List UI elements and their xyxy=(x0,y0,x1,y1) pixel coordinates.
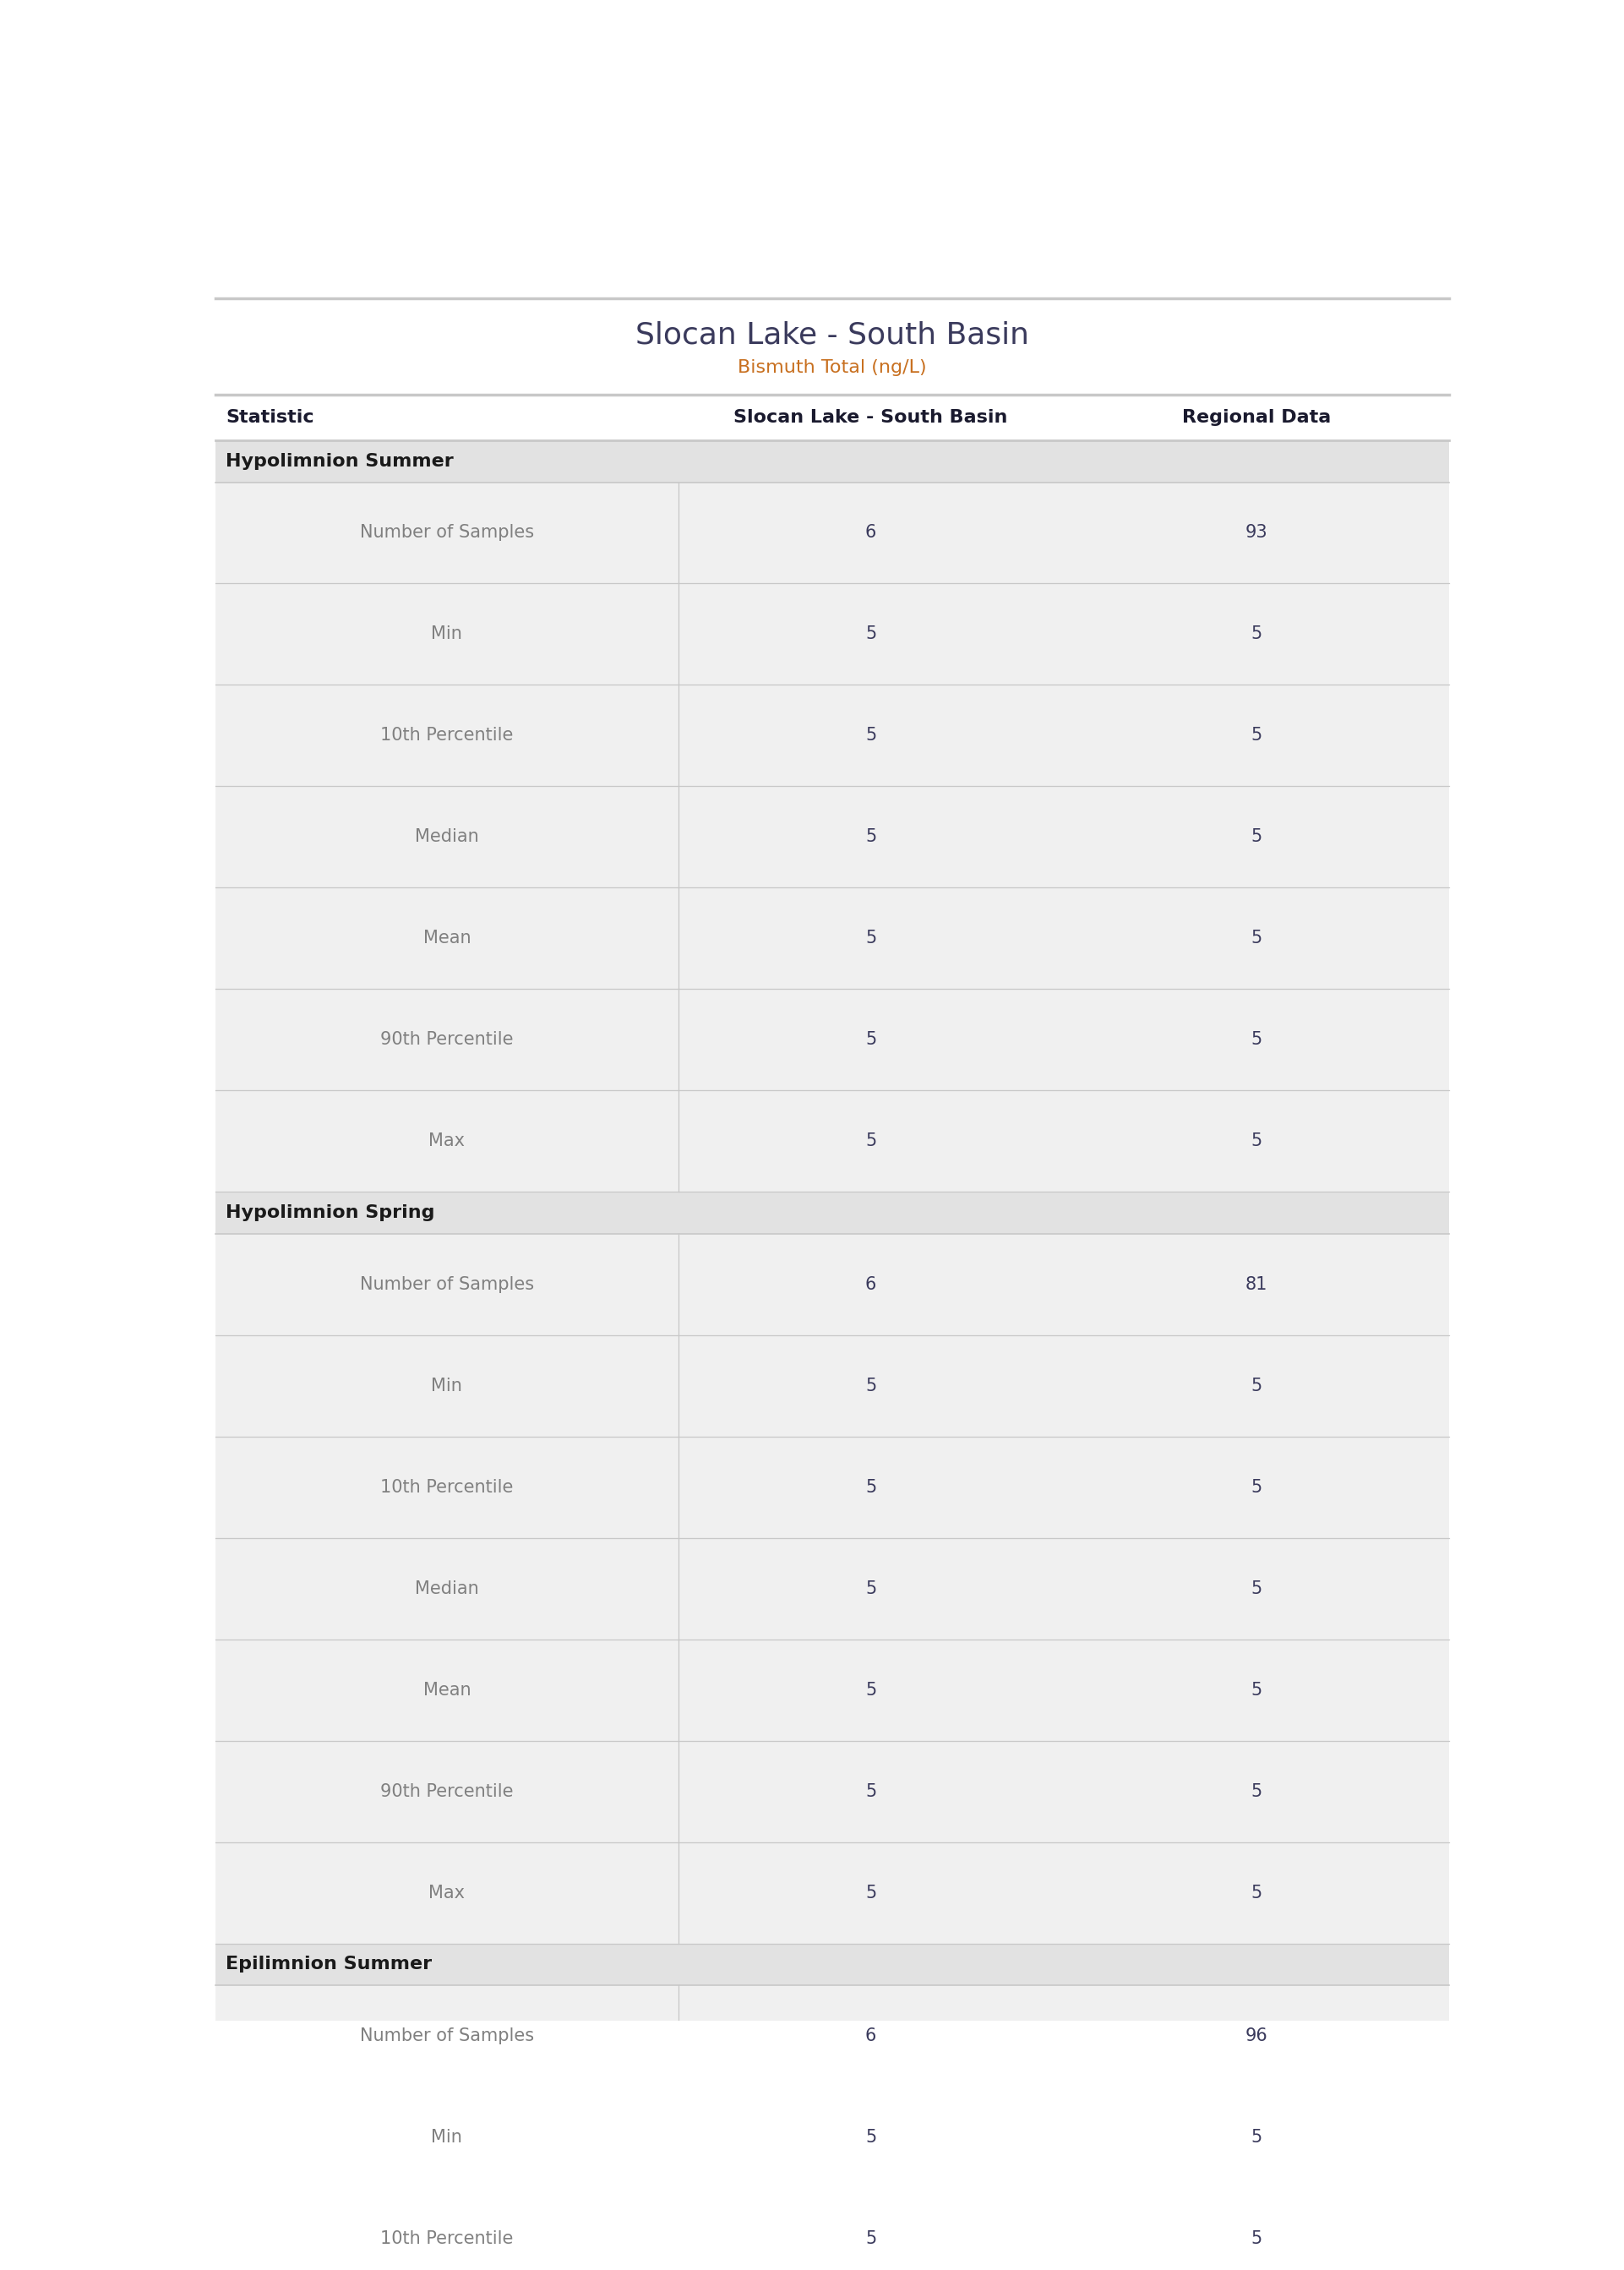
Text: Number of Samples: Number of Samples xyxy=(361,1276,534,1294)
Text: 5: 5 xyxy=(866,1133,877,1149)
Bar xyxy=(216,583,1449,686)
Text: Median: Median xyxy=(414,1580,479,1598)
Bar xyxy=(216,1235,1449,1335)
Bar xyxy=(216,1943,1449,1986)
Text: 5: 5 xyxy=(866,1478,877,1496)
Text: 5: 5 xyxy=(866,1682,877,1698)
Text: 5: 5 xyxy=(866,2129,877,2145)
Bar xyxy=(216,2188,1449,2270)
Text: 5: 5 xyxy=(1250,1682,1262,1698)
Bar xyxy=(216,1090,1449,1192)
Text: 5: 5 xyxy=(1250,1478,1262,1496)
Text: 5: 5 xyxy=(866,2231,877,2247)
Text: 5: 5 xyxy=(1250,1031,1262,1049)
Text: 93: 93 xyxy=(1246,524,1268,540)
Text: Max: Max xyxy=(429,1133,464,1149)
Text: 6: 6 xyxy=(866,2027,877,2045)
Bar xyxy=(216,785,1449,888)
Text: Min: Min xyxy=(432,1378,463,1394)
Text: 81: 81 xyxy=(1246,1276,1267,1294)
Text: 5: 5 xyxy=(866,1782,877,1800)
Text: 5: 5 xyxy=(866,627,877,642)
Text: 10th Percentile: 10th Percentile xyxy=(380,2231,513,2247)
Text: 5: 5 xyxy=(1250,1378,1262,1394)
Text: 90th Percentile: 90th Percentile xyxy=(380,1782,513,1800)
Text: 5: 5 xyxy=(1250,931,1262,947)
Text: 5: 5 xyxy=(1250,2129,1262,2145)
Bar xyxy=(216,1335,1449,1437)
Text: Number of Samples: Number of Samples xyxy=(361,2027,534,2045)
Bar xyxy=(216,990,1449,1090)
Text: Bismuth Total (ng/L): Bismuth Total (ng/L) xyxy=(737,359,927,377)
Text: Slocan Lake - South Basin: Slocan Lake - South Basin xyxy=(734,409,1009,427)
Text: 5: 5 xyxy=(866,1580,877,1598)
Text: 90th Percentile: 90th Percentile xyxy=(380,1031,513,1049)
Bar xyxy=(216,395,1449,440)
Text: Statistic: Statistic xyxy=(226,409,313,427)
Text: 5: 5 xyxy=(1250,1133,1262,1149)
Text: 10th Percentile: 10th Percentile xyxy=(380,1478,513,1496)
Bar xyxy=(216,1437,1449,1537)
Text: Min: Min xyxy=(432,627,463,642)
Text: 5: 5 xyxy=(866,829,877,844)
Text: 5: 5 xyxy=(1250,1884,1262,1902)
Text: 5: 5 xyxy=(866,931,877,947)
Text: 5: 5 xyxy=(1250,1580,1262,1598)
Bar xyxy=(216,440,1449,481)
Bar xyxy=(216,1537,1449,1639)
Text: 5: 5 xyxy=(866,1031,877,1049)
Text: 96: 96 xyxy=(1246,2027,1268,2045)
Text: Number of Samples: Number of Samples xyxy=(361,524,534,540)
Text: Min: Min xyxy=(432,2129,463,2145)
Text: 5: 5 xyxy=(1250,829,1262,844)
Text: 5: 5 xyxy=(1250,627,1262,642)
Bar xyxy=(216,888,1449,990)
Text: 5: 5 xyxy=(1250,1782,1262,1800)
Bar xyxy=(216,1986,1449,2086)
Bar xyxy=(216,1639,1449,1741)
Text: Hypolimnion Spring: Hypolimnion Spring xyxy=(226,1205,435,1221)
Text: 6: 6 xyxy=(866,524,877,540)
Bar xyxy=(216,686,1449,785)
Text: 5: 5 xyxy=(1250,726,1262,745)
Text: 5: 5 xyxy=(866,1378,877,1394)
Text: 5: 5 xyxy=(866,1884,877,1902)
Text: 6: 6 xyxy=(866,1276,877,1294)
Bar xyxy=(216,1192,1449,1235)
Bar xyxy=(216,2086,1449,2188)
Text: Epilimnion Summer: Epilimnion Summer xyxy=(226,1957,432,1973)
Text: Slocan Lake - South Basin: Slocan Lake - South Basin xyxy=(635,320,1030,350)
Text: 5: 5 xyxy=(1250,2231,1262,2247)
Text: Mean: Mean xyxy=(422,1682,471,1698)
Text: Median: Median xyxy=(414,829,479,844)
Bar xyxy=(216,1741,1449,1841)
Bar xyxy=(216,481,1449,583)
Text: Mean: Mean xyxy=(422,931,471,947)
Text: Regional Data: Regional Data xyxy=(1182,409,1330,427)
Bar xyxy=(216,1841,1449,1943)
Text: 5: 5 xyxy=(866,726,877,745)
Text: Max: Max xyxy=(429,1884,464,1902)
Text: Hypolimnion Summer: Hypolimnion Summer xyxy=(226,452,453,470)
Text: 10th Percentile: 10th Percentile xyxy=(380,726,513,745)
